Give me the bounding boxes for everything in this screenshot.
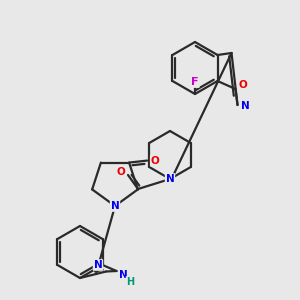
Text: O: O	[117, 167, 125, 177]
Text: N: N	[94, 260, 102, 270]
Text: F: F	[191, 77, 199, 87]
Text: N: N	[119, 270, 128, 280]
Text: O: O	[151, 156, 160, 166]
Text: N: N	[111, 201, 119, 211]
Text: H: H	[127, 277, 135, 287]
Text: N: N	[241, 101, 250, 111]
Text: O: O	[238, 80, 247, 90]
Text: N: N	[166, 174, 174, 184]
